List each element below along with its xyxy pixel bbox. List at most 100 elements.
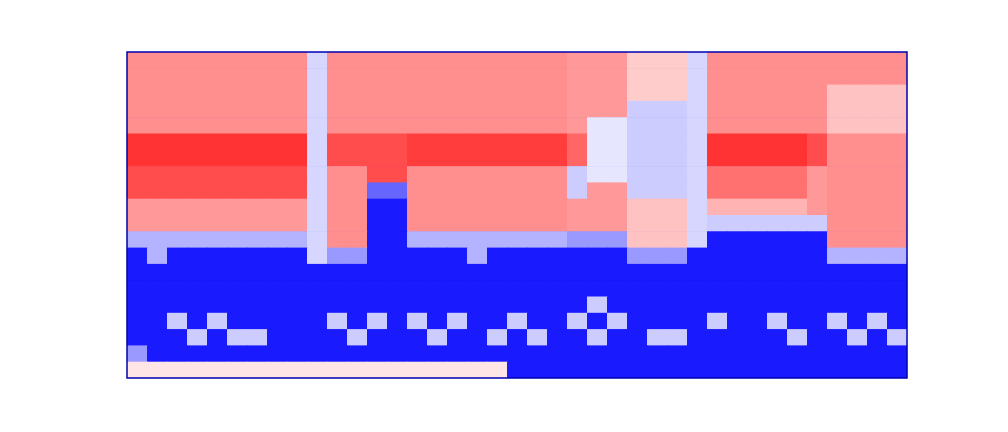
- cell: [287, 231, 308, 248]
- cell: [867, 117, 888, 134]
- cell: [227, 101, 248, 118]
- cell: [727, 68, 748, 85]
- cell: [547, 313, 568, 330]
- cell: [247, 313, 268, 330]
- cell: [727, 101, 748, 118]
- cell: [627, 329, 648, 346]
- cell: [247, 68, 268, 85]
- cell: [347, 52, 368, 69]
- cell: [827, 85, 848, 102]
- cell: [547, 68, 568, 85]
- cell: [567, 52, 588, 69]
- cell: [167, 117, 188, 134]
- cell: [507, 182, 528, 199]
- cell: [507, 362, 528, 378]
- cell: [347, 329, 368, 346]
- cell: [147, 215, 168, 232]
- cell: [747, 362, 768, 378]
- cell: [527, 52, 548, 69]
- cell: [727, 313, 748, 330]
- cell: [307, 150, 328, 167]
- cell: [227, 117, 248, 134]
- cell: [467, 68, 488, 85]
- cell: [247, 101, 268, 118]
- cell: [647, 280, 668, 297]
- cell: [887, 264, 907, 281]
- cell: [747, 134, 768, 151]
- cell: [587, 101, 608, 118]
- cell: [187, 182, 208, 199]
- cell: [487, 134, 508, 151]
- cell: [647, 134, 668, 151]
- cell: [307, 297, 328, 314]
- cell: [307, 52, 328, 69]
- cell: [127, 85, 148, 102]
- cell: [167, 52, 188, 69]
- cell: [387, 150, 408, 167]
- cell: [367, 85, 388, 102]
- cell: [767, 313, 788, 330]
- cell: [427, 68, 448, 85]
- cell: [827, 345, 848, 362]
- cell: [667, 85, 688, 102]
- cell: [207, 313, 228, 330]
- cell: [447, 68, 468, 85]
- cell: [227, 215, 248, 232]
- cell: [307, 68, 328, 85]
- cell: [447, 329, 468, 346]
- cell: [347, 215, 368, 232]
- cell: [127, 297, 148, 314]
- cell: [567, 264, 588, 281]
- cell: [327, 68, 348, 85]
- cell: [787, 199, 808, 216]
- cell: [647, 52, 668, 69]
- cell: [147, 150, 168, 167]
- cell: [507, 101, 528, 118]
- cell: [787, 150, 808, 167]
- cell: [887, 345, 907, 362]
- cell: [427, 85, 448, 102]
- cell: [307, 280, 328, 297]
- cell: [727, 199, 748, 216]
- cell: [607, 199, 628, 216]
- cell: [187, 134, 208, 151]
- cell: [767, 134, 788, 151]
- cell: [327, 297, 348, 314]
- cell: [627, 85, 648, 102]
- cell: [687, 215, 708, 232]
- cell: [867, 345, 888, 362]
- cell: [347, 117, 368, 134]
- cell: [187, 248, 208, 265]
- cell: [587, 52, 608, 69]
- cell: [627, 231, 648, 248]
- cell: [567, 297, 588, 314]
- cell: [747, 329, 768, 346]
- cell: [427, 166, 448, 183]
- cell: [647, 117, 668, 134]
- cell: [647, 329, 668, 346]
- cell: [367, 329, 388, 346]
- cell: [167, 182, 188, 199]
- cell: [287, 215, 308, 232]
- cell: [427, 215, 448, 232]
- cell: [887, 313, 907, 330]
- cell: [707, 329, 728, 346]
- cell: [747, 248, 768, 265]
- cell: [847, 68, 868, 85]
- cell: [867, 362, 888, 378]
- cell: [647, 182, 668, 199]
- cell: [267, 85, 288, 102]
- cell: [187, 297, 208, 314]
- cell: [147, 280, 168, 297]
- cell: [867, 199, 888, 216]
- cell: [807, 166, 828, 183]
- cell: [627, 264, 648, 281]
- cell: [607, 313, 628, 330]
- cell: [607, 182, 628, 199]
- cell: [207, 182, 228, 199]
- cell: [507, 297, 528, 314]
- cell: [827, 166, 848, 183]
- cell: [147, 313, 168, 330]
- cell: [187, 199, 208, 216]
- cell: [647, 101, 668, 118]
